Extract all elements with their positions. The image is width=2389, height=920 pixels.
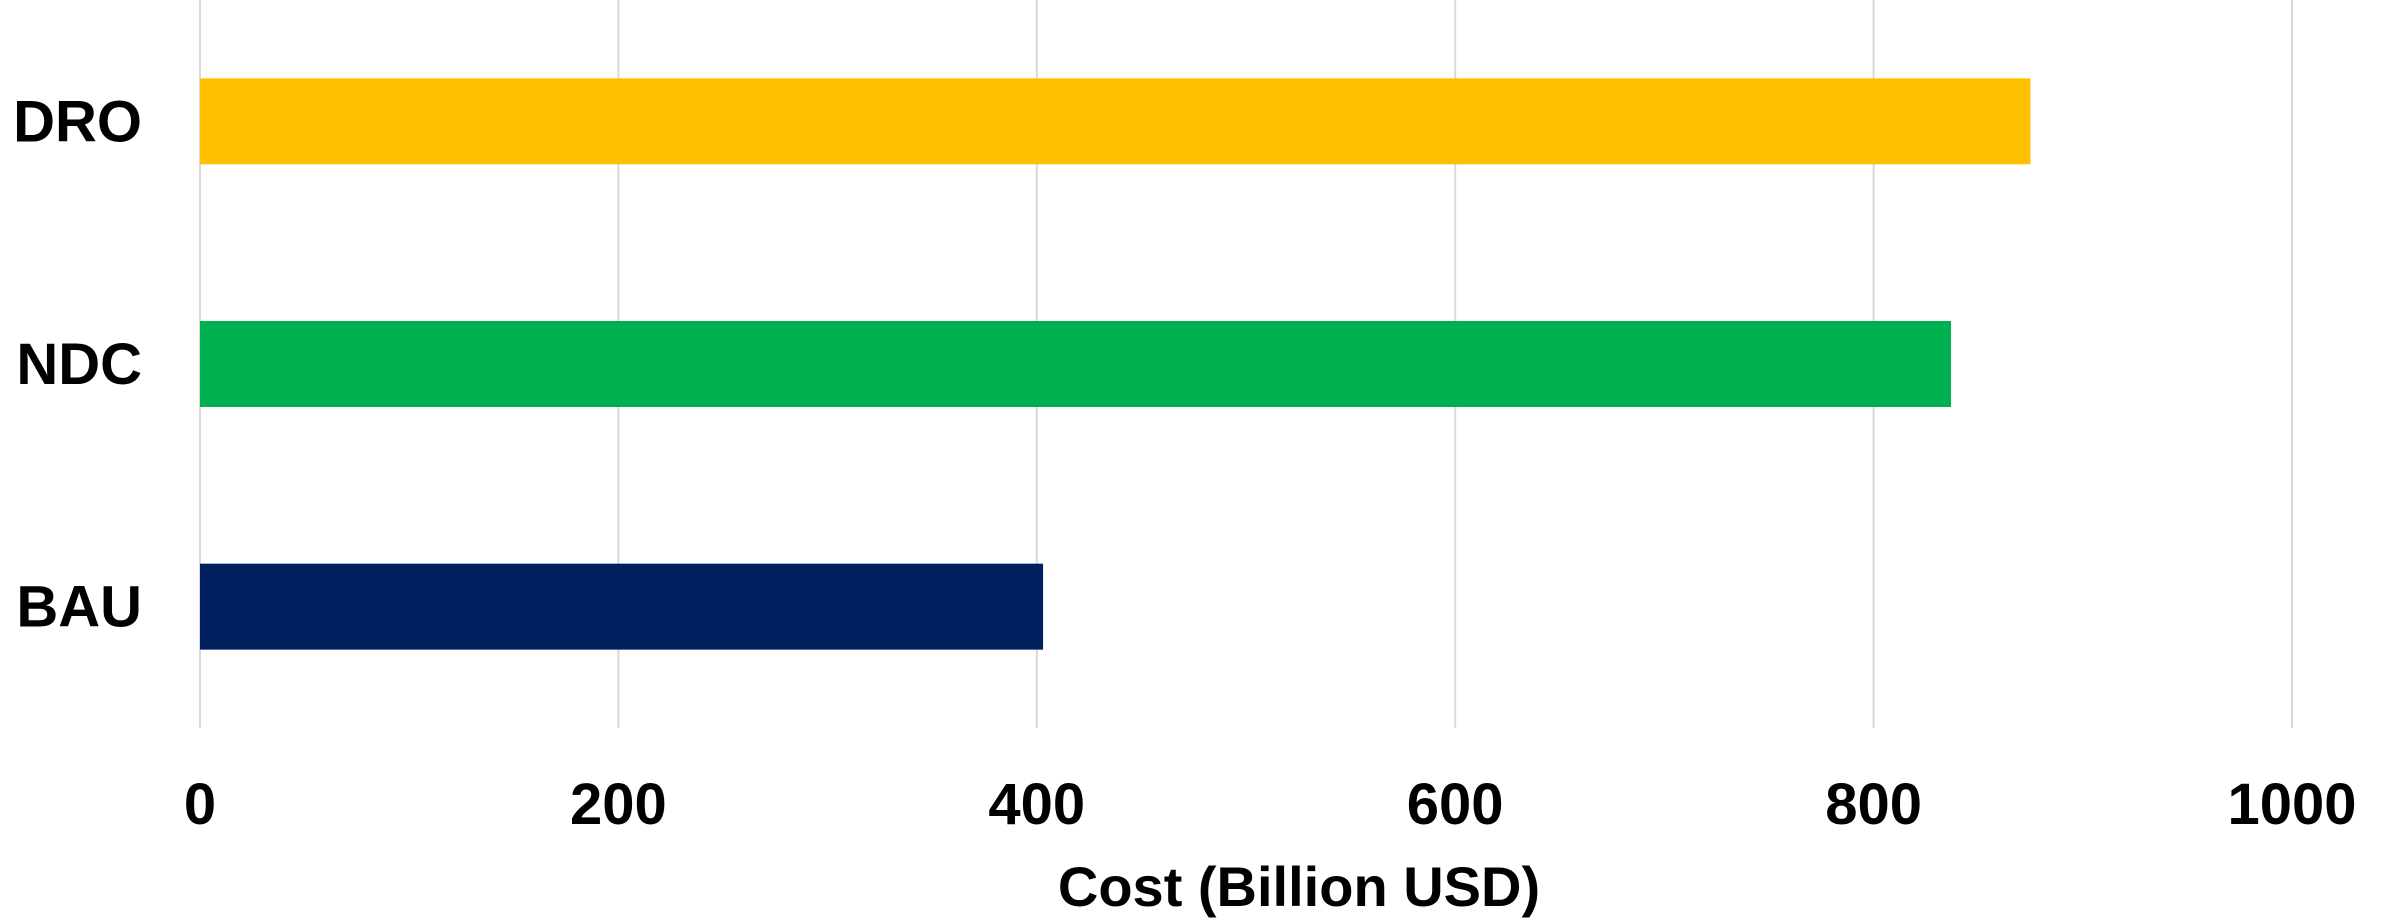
category-label-dro: DRO — [13, 89, 142, 154]
x-tick-label: 400 — [988, 772, 1085, 837]
bar-bau — [200, 563, 1044, 650]
x-tick-label: 600 — [1407, 772, 1504, 837]
bars — [200, 78, 2031, 650]
x-tick-label: 200 — [570, 772, 667, 837]
bar-dro — [200, 78, 2031, 165]
x-tick-label: 800 — [1825, 772, 1922, 837]
bar-ndc — [200, 321, 1952, 407]
x-tick-label: 1000 — [2227, 772, 2356, 837]
x-tick-label: 0 — [184, 772, 216, 837]
category-labels: DRO NDC BAU — [13, 89, 142, 639]
x-tick-labels: 0 200 400 600 800 1000 — [184, 772, 2357, 837]
x-axis-title: Cost (Billion USD) — [1058, 855, 1540, 918]
category-label-bau: BAU — [16, 575, 142, 640]
category-label-ndc: NDC — [16, 332, 142, 397]
